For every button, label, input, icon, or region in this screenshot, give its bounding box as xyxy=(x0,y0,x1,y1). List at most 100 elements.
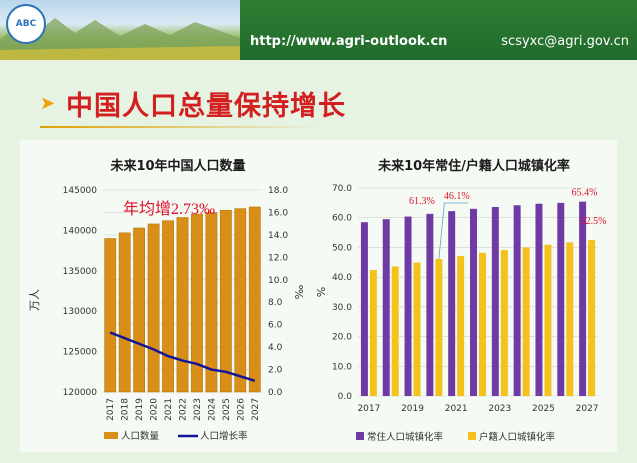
chart1-bars xyxy=(104,206,261,393)
legend2-resident-swatch xyxy=(356,432,364,440)
chart2-bar xyxy=(557,202,565,396)
chart1-title: 未来10年中国人口数量 xyxy=(109,158,245,174)
chart1-x-tick: 2027 xyxy=(251,398,261,421)
chart2-bar xyxy=(457,256,465,396)
chart1-x-tick: 2023 xyxy=(193,398,203,421)
chart2-annotation: 61.3% xyxy=(409,196,435,207)
chart2-bar xyxy=(513,205,521,396)
chart2-bar xyxy=(369,270,377,396)
chart1-x-tick: 2019 xyxy=(135,398,145,421)
chart2-bar xyxy=(535,203,543,396)
chart1-x-tick: 2024 xyxy=(207,398,217,421)
legend1-population-label: 人口数量 xyxy=(121,430,160,442)
chart1-bar xyxy=(205,212,218,393)
chart2-y-tick: 40.0 xyxy=(332,273,352,283)
legend2-hukou-label: 户籍人口城镇化率 xyxy=(479,431,556,443)
chart2-bar xyxy=(413,262,421,396)
chart1-y-tick: 125000 xyxy=(63,348,98,358)
chart2-y-tick: 30.0 xyxy=(332,303,352,313)
chart1-y-tick: 145000 xyxy=(63,186,98,196)
chart1-y2-tick: 14.0 xyxy=(268,231,288,241)
header-photo: ABC xyxy=(0,0,240,60)
chart2-x-axis: 2017 2019 2021 2023 2025 2027 xyxy=(357,404,598,414)
chart2-bar xyxy=(544,244,552,396)
chart1-bar xyxy=(162,220,174,393)
chart2-bar xyxy=(435,259,443,396)
chart2-bar xyxy=(382,219,390,396)
chart1-bar xyxy=(191,213,203,393)
chart2-bar xyxy=(491,207,499,396)
chart1-bar xyxy=(176,217,189,393)
chart2-x-tick: 2025 xyxy=(532,404,555,414)
chart1-bar xyxy=(147,223,160,393)
chart2-bar xyxy=(470,208,477,396)
chart2-y-tick: 10.0 xyxy=(332,362,352,372)
chart1-x-tick: 2021 xyxy=(164,398,174,421)
chart1-y2-tick: 12.0 xyxy=(268,253,288,263)
chart2-x-tick: 2023 xyxy=(488,404,511,414)
chart2-ylabel: % xyxy=(315,287,328,297)
chart1-y-axis: 120000 125000 130000 135000 140000 145000 xyxy=(63,186,98,398)
chart2-annotations: 61.3% 46.1% 65.4% 52.5% xyxy=(409,188,607,260)
chart2-x-tick: 2019 xyxy=(401,404,424,414)
chart2-bar xyxy=(579,201,587,396)
chart1-y-tick: 135000 xyxy=(63,267,98,277)
chart2-y-tick: 50.0 xyxy=(332,243,352,253)
chart1-y2-tick: 6.0 xyxy=(268,321,283,331)
chart2-bar xyxy=(566,242,574,396)
title-underline xyxy=(40,126,320,128)
chart1-x-tick: 2022 xyxy=(179,398,189,421)
chart2-y-axis: 0.0 10.0 20.0 30.0 40.0 50.0 60.0 70.0 xyxy=(332,184,352,402)
chart1-y2-tick: 10.0 xyxy=(268,276,288,286)
chart2-y-tick: 20.0 xyxy=(332,333,352,343)
legend1-population-swatch xyxy=(104,432,118,439)
chart1-y2-tick: 16.0 xyxy=(268,208,288,218)
abc-logo: ABC xyxy=(6,4,46,44)
chart2-y-tick: 60.0 xyxy=(332,214,352,224)
header-landscape xyxy=(0,18,240,60)
chart1-ylabel: 万人 xyxy=(28,289,41,311)
chart1-bar xyxy=(104,238,117,393)
chart1-bar xyxy=(133,227,146,393)
chart1-x-tick: 2025 xyxy=(222,398,232,421)
chart1-bar xyxy=(234,208,247,393)
logo-text: ABC xyxy=(15,19,37,29)
chart2-bar xyxy=(404,216,412,396)
chart1-growth-line xyxy=(109,331,256,382)
chart2-bars xyxy=(360,201,596,396)
chart1-y2-axis: 0.0 2.0 4.0 6.0 8.0 10.0 12.0 14.0 16.0 18.0 xyxy=(268,186,288,398)
legend1-growth-label: 人口增长率 xyxy=(200,430,248,442)
chart1-y2-tick: 2.0 xyxy=(268,366,283,376)
chart2-annotation: 46.1% xyxy=(444,191,470,202)
chart1-x-tick: 2018 xyxy=(121,398,131,421)
chart2-annotation: 65.4% xyxy=(572,188,598,199)
chart1-y2-tick: 8.0 xyxy=(268,298,283,308)
chart1-y2-tick: 4.0 xyxy=(268,343,283,353)
chart1-annotation: 年均增2.73‰ xyxy=(123,200,215,218)
chart1-y2-tick: 18.0 xyxy=(268,186,288,196)
chart1-y-tick: 120000 xyxy=(63,388,98,398)
chart1-x-tick: 2020 xyxy=(150,398,160,421)
chart1-line xyxy=(109,331,256,382)
chart2-bar xyxy=(448,211,456,396)
chart2-x-tick: 2027 xyxy=(576,404,599,414)
chart2-callout-line xyxy=(438,202,469,260)
chart2-bar xyxy=(360,222,368,396)
legend2-hukou-swatch xyxy=(468,432,476,440)
chart1-x-axis: 2017 2018 2019 2020 2021 2022 2023 2024 2025 2026… xyxy=(106,398,261,421)
chart2-x-tick: 2021 xyxy=(445,404,468,414)
legend2-resident-label: 常住人口城镇化率 xyxy=(367,431,444,443)
chart1-y2-tick: 0.0 xyxy=(268,388,283,398)
chart1-bar xyxy=(118,232,131,393)
contact-email-link[interactable]: scsyxc@agri.gov.cn xyxy=(501,34,629,49)
chart1-y-tick: 140000 xyxy=(63,226,98,236)
chart1-bar xyxy=(248,206,261,393)
chart2-bar xyxy=(426,213,434,396)
chart1-x-tick: 2017 xyxy=(106,398,116,421)
site-url-link[interactable]: http://www.agri-outlook.cn xyxy=(250,34,448,49)
chart2-x-tick: 2017 xyxy=(357,404,380,414)
chart2-bar xyxy=(500,250,508,396)
chart2-y-tick: 70.0 xyxy=(332,184,352,194)
chart1-y2label: ‰ xyxy=(293,284,306,299)
